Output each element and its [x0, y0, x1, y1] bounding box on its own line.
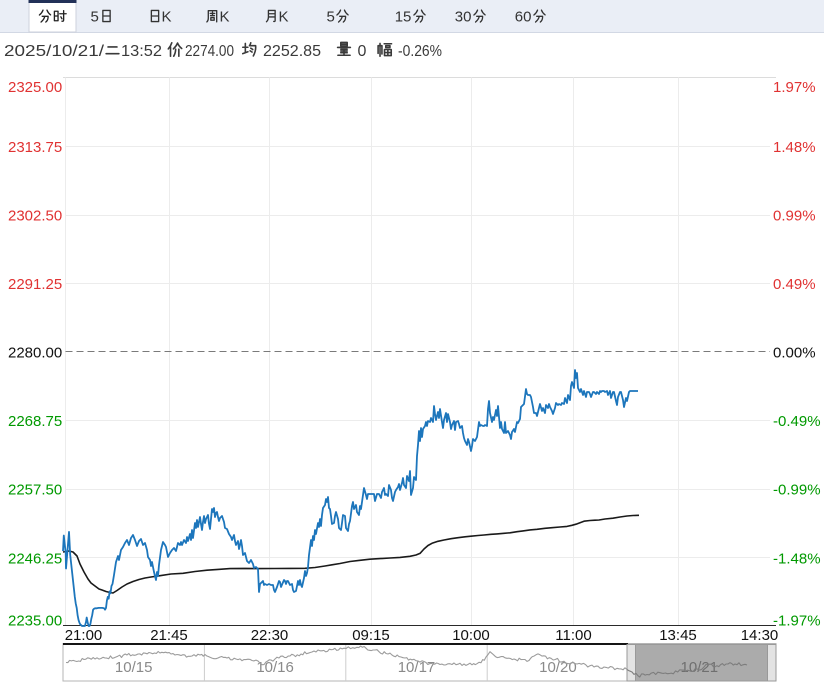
svg-text:0: 0 — [358, 43, 367, 60]
svg-text:0.99%: 0.99% — [773, 207, 816, 224]
svg-text:2257.50: 2257.50 — [8, 482, 62, 499]
svg-text:14:30: 14:30 — [741, 627, 779, 644]
svg-text:2302.50: 2302.50 — [8, 207, 62, 224]
svg-text:-1.48%: -1.48% — [773, 550, 821, 567]
svg-text:-0.26%: -0.26% — [398, 43, 442, 60]
svg-text:2291.25: 2291.25 — [8, 276, 62, 293]
svg-text:2280.00: 2280.00 — [8, 345, 62, 362]
svg-text:-1.97%: -1.97% — [773, 613, 821, 630]
svg-text:2025/10/21/: 2025/10/21/ — [4, 43, 105, 60]
svg-text:10/17: 10/17 — [398, 659, 436, 676]
svg-text:-0.99%: -0.99% — [773, 482, 821, 499]
svg-text:0.49%: 0.49% — [773, 276, 816, 293]
svg-text:5: 5 — [91, 9, 99, 26]
svg-text:2268.75: 2268.75 — [8, 413, 62, 430]
svg-text:13:45: 13:45 — [659, 627, 697, 644]
svg-text:30: 30 — [455, 9, 472, 26]
svg-text:2252.85: 2252.85 — [263, 43, 321, 60]
svg-text:10/15: 10/15 — [115, 659, 153, 676]
svg-text:10/21: 10/21 — [681, 659, 719, 676]
svg-text:1.97%: 1.97% — [773, 79, 816, 96]
svg-text:2274.00: 2274.00 — [185, 43, 234, 60]
svg-text:0.00%: 0.00% — [773, 345, 816, 362]
svg-text:15: 15 — [395, 9, 412, 26]
svg-text:2313.75: 2313.75 — [8, 139, 62, 156]
svg-text:10:00: 10:00 — [452, 627, 490, 644]
svg-text:09:15: 09:15 — [352, 627, 390, 644]
svg-text:60: 60 — [515, 9, 532, 26]
svg-text:2235.00: 2235.00 — [8, 613, 62, 630]
svg-text:22:30: 22:30 — [251, 627, 289, 644]
svg-text:K: K — [279, 9, 289, 26]
svg-text:K: K — [220, 9, 230, 26]
svg-text:13:52: 13:52 — [121, 43, 162, 60]
svg-text:11:00: 11:00 — [555, 627, 591, 644]
svg-text:5: 5 — [327, 9, 335, 26]
svg-text:1.48%: 1.48% — [773, 139, 816, 156]
svg-text:2325.00: 2325.00 — [8, 79, 62, 96]
svg-text:2246.25: 2246.25 — [8, 550, 62, 567]
svg-text:10/16: 10/16 — [256, 659, 294, 676]
svg-text:21:45: 21:45 — [150, 627, 188, 644]
svg-text:10/20: 10/20 — [539, 659, 577, 676]
svg-text:-0.49%: -0.49% — [773, 413, 821, 430]
svg-text:K: K — [162, 9, 172, 26]
svg-text:21:00: 21:00 — [65, 627, 103, 644]
